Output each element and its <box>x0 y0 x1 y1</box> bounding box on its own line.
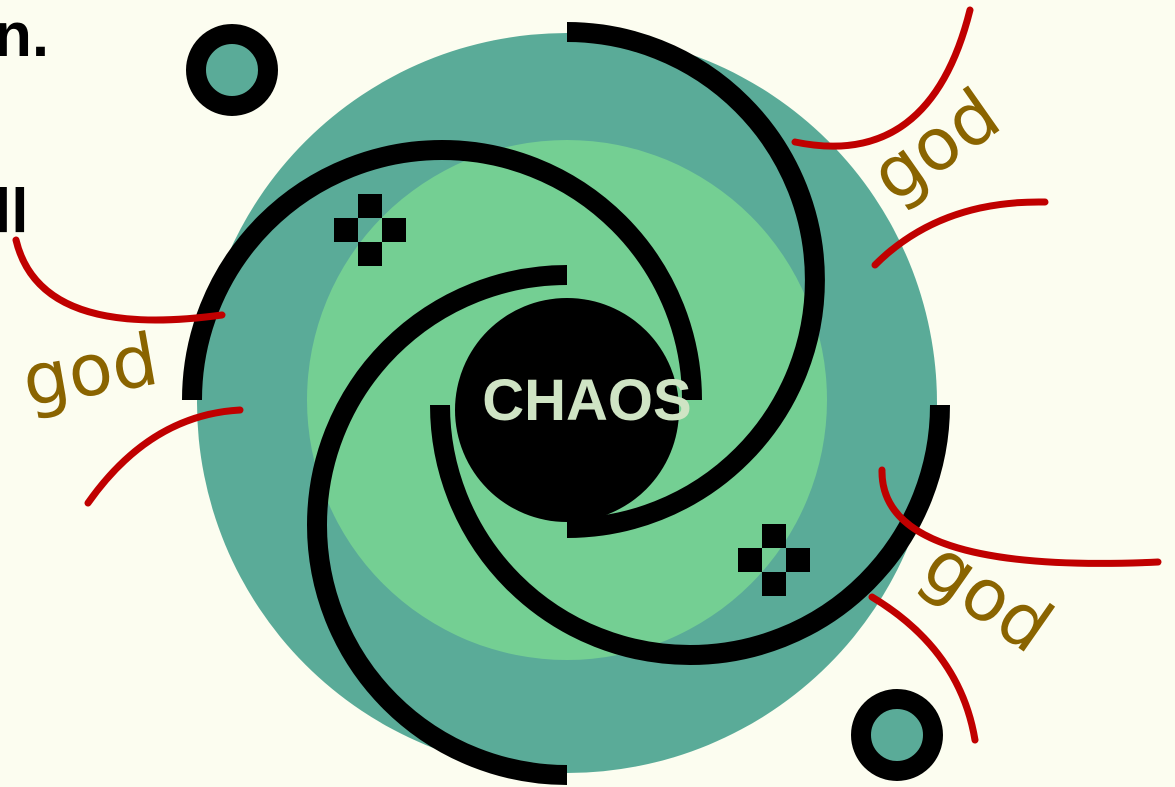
cropped-text: n. <box>0 1 49 70</box>
cropped-text: ll <box>0 177 28 246</box>
center-label: CHAOS <box>482 368 691 433</box>
ring <box>861 699 933 771</box>
illustration: n. ll god god god CHAOS <box>0 0 1175 787</box>
ring <box>196 34 268 106</box>
page: n. ll god god god CHAOS (() => { const d… <box>0 0 1175 787</box>
